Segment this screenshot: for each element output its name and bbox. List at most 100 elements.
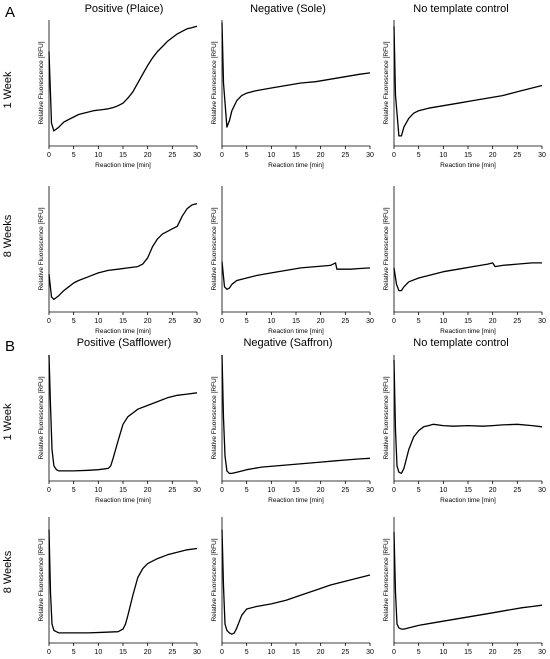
chart-3-xtick-label-15: 15 [119, 318, 127, 325]
chart-5-xtick-label-20: 20 [489, 318, 497, 325]
column-title-no-template-control-a: No template control [413, 3, 509, 15]
chart-0-axes [48, 20, 197, 147]
chart-7-xtick-label-15: 15 [292, 487, 300, 494]
chart-4-fluorescence-curve [221, 261, 371, 290]
chart-11-xtick-label-15: 15 [464, 649, 472, 656]
chart-7-y-axis-label: Relative Fluorescence [RFU] [211, 376, 218, 459]
chart-7-xtick-label-10: 10 [267, 487, 275, 494]
chart-1-xtick-label-10: 10 [267, 152, 275, 159]
chart-4-xtick-label-15: 15 [292, 318, 300, 325]
column-title-negative-saffron: Negative (Saffron) [243, 337, 333, 349]
chart-7-xtick-label-20: 20 [317, 487, 325, 494]
chart-6-x-axis-label: Reaction time [min] [95, 497, 151, 504]
chart-0-x-axis-label: Reaction time [min] [95, 162, 151, 169]
chart-2-xtick-label-5: 5 [417, 152, 421, 159]
chart-8-xtick-label-5: 5 [417, 487, 421, 494]
chart-5-fluorescence-curve [393, 262, 542, 292]
chart-8-fluorescence-curve [393, 359, 543, 475]
chart-5-xtick-label-30: 30 [538, 318, 546, 325]
chart-8-xtick-label-25: 25 [513, 487, 521, 494]
chart-6-xtick-label-0: 0 [47, 487, 51, 494]
chart-3-xtick-label-25: 25 [168, 318, 176, 325]
chart-5-axes [393, 186, 542, 313]
chart-11-y-axis-label: Relative Fluorescence [RFU] [383, 538, 390, 621]
chart-4-xtick-label-20: 20 [317, 318, 325, 325]
chart-0-y-axis-label: Relative Fluorescence [RFU] [38, 41, 45, 124]
chart-5-xtick-label-5: 5 [417, 318, 421, 325]
chart-6-xtick-label-15: 15 [119, 487, 127, 494]
column-title-positive-plaice: Positive (Plaice) [84, 3, 164, 15]
chart-0-xtick-label-30: 30 [193, 152, 201, 159]
chart-8-xtick-label-20: 20 [489, 487, 497, 494]
chart-9-xtick-label-10: 10 [94, 649, 102, 656]
chart-7-x-axis-label: Reaction time [min] [268, 497, 324, 504]
chart-10-y-axis-label: Relative Fluorescence [RFU] [211, 538, 218, 621]
section-letter-a: A [5, 4, 16, 21]
chart-1-xtick-label-30: 30 [366, 152, 374, 159]
chart-6-xtick-label-5: 5 [72, 487, 76, 494]
chart-10-xtick-label-5: 5 [245, 649, 249, 656]
chart-9-xtick-label-20: 20 [144, 649, 152, 656]
chart-3-fluorescence-curve [48, 202, 198, 301]
chart-9-xtick-label-15: 15 [119, 649, 127, 656]
chart-0-fluorescence-curve [48, 25, 198, 132]
chart-7-xtick-label-5: 5 [245, 487, 249, 494]
chart-3-xtick-label-10: 10 [94, 318, 102, 325]
chart-3-y-axis-label: Relative Fluorescence [RFU] [38, 207, 45, 290]
chart-10-xtick-label-10: 10 [267, 649, 275, 656]
chart-3-axes [48, 186, 197, 313]
chart-4-xtick-label-25: 25 [341, 318, 349, 325]
chart-6-xtick-label-20: 20 [144, 487, 152, 494]
chart-3-xtick-label-5: 5 [72, 318, 76, 325]
chart-7-axes [221, 355, 370, 482]
chart-9-xtick-label-0: 0 [47, 649, 51, 656]
chart-0-xtick-label-10: 10 [94, 152, 102, 159]
chart-1-fluorescence-curve [221, 22, 371, 128]
chart-11-xtick-label-25: 25 [513, 649, 521, 656]
chart-11-xtick-label-30: 30 [538, 649, 546, 656]
chart-6-xtick-label-10: 10 [94, 487, 102, 494]
chart-9-xtick-label-5: 5 [72, 649, 76, 656]
chart-4-xtick-label-10: 10 [267, 318, 275, 325]
chart-3-xtick-label-30: 30 [193, 318, 201, 325]
chart-11-xtick-label-5: 5 [417, 649, 421, 656]
chart-7-xtick-label-25: 25 [341, 487, 349, 494]
chart-4-xtick-label-30: 30 [366, 318, 374, 325]
chart-11-xtick-label-0: 0 [392, 649, 396, 656]
chart-1-xtick-label-20: 20 [317, 152, 325, 159]
chart-5-xtick-label-0: 0 [392, 318, 396, 325]
chart-4-xtick-label-5: 5 [245, 318, 249, 325]
chart-4-axes [221, 186, 370, 313]
chart-9-xtick-label-25: 25 [168, 649, 176, 656]
chart-2-xtick-label-25: 25 [513, 152, 521, 159]
chart-1-xtick-label-25: 25 [341, 152, 349, 159]
chart-10-xtick-label-25: 25 [341, 649, 349, 656]
chart-11-xtick-label-20: 20 [489, 649, 497, 656]
chart-8-xtick-label-10: 10 [439, 487, 447, 494]
chart-1-x-axis-label: Reaction time [min] [268, 162, 324, 169]
chart-2-y-axis-label: Relative Fluorescence [RFU] [383, 41, 390, 124]
chart-2-x-axis-label: Reaction time [min] [440, 162, 496, 169]
chart-1-axes [221, 20, 370, 147]
chart-6-fluorescence-curve [48, 354, 198, 472]
chart-6-xtick-label-30: 30 [193, 487, 201, 494]
chart-1-xtick-label-15: 15 [292, 152, 300, 159]
chart-9-y-axis-label: Relative Fluorescence [RFU] [38, 538, 45, 621]
chart-8-y-axis-label: Relative Fluorescence [RFU] [383, 376, 390, 459]
chart-10-xtick-label-30: 30 [366, 649, 374, 656]
chart-10-xtick-label-20: 20 [317, 649, 325, 656]
chart-8-xtick-label-30: 30 [538, 487, 546, 494]
chart-8-x-axis-label: Reaction time [min] [440, 497, 496, 504]
chart-5-xtick-label-10: 10 [439, 318, 447, 325]
chart-1-y-axis-label: Relative Fluorescence [RFU] [211, 41, 218, 124]
chart-9-fluorescence-curve [48, 529, 198, 634]
chart-0-xtick-label-20: 20 [144, 152, 152, 159]
chart-11-xtick-label-10: 10 [439, 649, 447, 656]
chart-11-axes [393, 517, 542, 644]
chart-3-xtick-label-0: 0 [47, 318, 51, 325]
chart-10-xtick-label-15: 15 [292, 649, 300, 656]
chart-9-axes [48, 517, 197, 644]
chart-8-xtick-label-15: 15 [464, 487, 472, 494]
column-title-no-template-control-b: No template control [413, 337, 509, 349]
